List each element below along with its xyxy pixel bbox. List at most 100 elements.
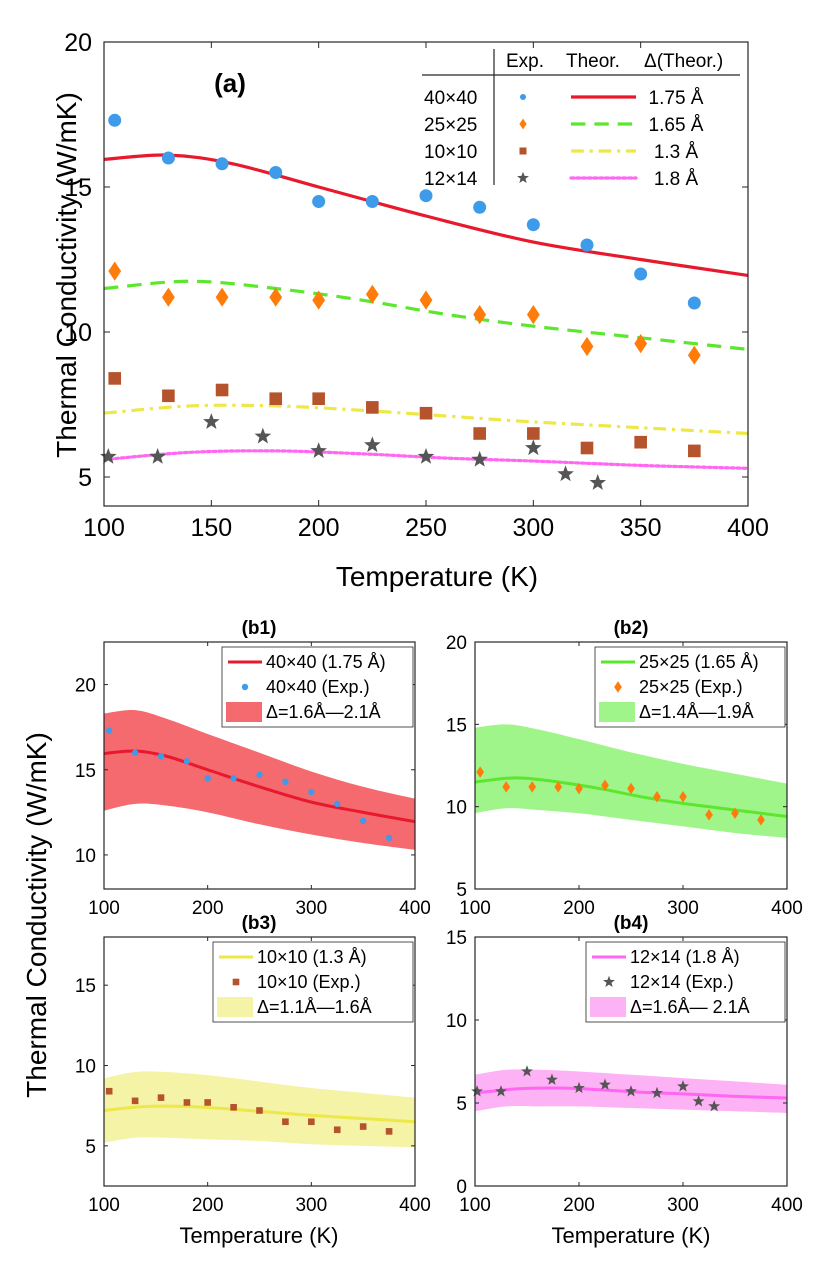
y-tick-label: 0 xyxy=(456,1177,467,1198)
legend-entry-label: Δ=1.4Å—1.9Å xyxy=(639,702,754,722)
panel-label-b1: (b1) xyxy=(242,618,277,639)
y-tick-label: 15 xyxy=(64,174,92,202)
exp-point-star xyxy=(692,1095,705,1107)
x-tick-label: 200 xyxy=(192,1195,224,1216)
legend-size-label: 40×40 xyxy=(424,88,477,109)
legend-delta-label: 1.8 Å xyxy=(654,169,699,190)
uncertainty-band xyxy=(475,724,787,838)
exp-point-circle xyxy=(687,296,701,310)
exp-point-circle xyxy=(308,788,315,796)
exp-point-square xyxy=(162,389,175,403)
y-tick-label: 15 xyxy=(446,928,467,949)
y-tick-label: 20 xyxy=(64,29,92,57)
exp-point-diamond xyxy=(757,814,765,826)
exp-point-circle xyxy=(365,195,379,208)
x-tick-label: 400 xyxy=(771,1195,803,1216)
y-tick-label: 5 xyxy=(85,1137,96,1158)
y-tick-label: 20 xyxy=(446,633,467,654)
legend-marker-sample xyxy=(603,975,615,988)
legend-size-label: 12×14 xyxy=(424,169,478,190)
x-tick-label: 400 xyxy=(727,514,769,542)
exp-point-diamond xyxy=(526,305,540,325)
exp-point-diamond xyxy=(634,334,648,354)
y-tick-label: 5 xyxy=(456,880,467,901)
exp-point-star xyxy=(573,1081,585,1094)
x-tick-label: 400 xyxy=(771,898,803,919)
uncertainty-band xyxy=(104,710,415,850)
x-axis-title-a: Temperature (K) xyxy=(336,561,538,592)
panel-label-a: (a) xyxy=(214,68,246,98)
plot-area-a xyxy=(104,42,748,506)
x-tick-label: 200 xyxy=(192,898,224,919)
exp-point-star xyxy=(525,439,542,456)
legend-delta-label: 1.3 Å xyxy=(654,142,699,163)
legend-entry-label: 40×40 (1.75 Å) xyxy=(266,652,386,672)
axes-frame-b1 xyxy=(103,641,416,890)
panel-label-b4: (b4) xyxy=(614,913,649,934)
exp-point-diamond xyxy=(679,791,687,803)
exp-point-star xyxy=(546,1073,558,1085)
legend-entry-label: 10×10 (Exp.) xyxy=(257,972,361,992)
y-tick-label: 10 xyxy=(446,1011,467,1032)
x-tick-label: 300 xyxy=(295,898,327,919)
exp-point-circle xyxy=(334,800,341,808)
exp-point-square xyxy=(333,1126,341,1134)
exp-point-diamond xyxy=(108,261,122,281)
exp-point-circle xyxy=(419,189,433,203)
exp-point-diamond xyxy=(627,782,635,795)
x-tick-label: 300 xyxy=(295,1195,327,1216)
x-tick-label: 100 xyxy=(88,898,120,919)
x-axis-title-b3: Temperature (K) xyxy=(180,1223,339,1248)
y-tick-label: 15 xyxy=(75,976,96,997)
exp-point-star xyxy=(471,1085,484,1097)
exp-point-square xyxy=(108,372,122,385)
exp-point-square xyxy=(183,1099,191,1106)
exp-point-star xyxy=(99,447,117,464)
exp-point-square xyxy=(105,1087,113,1095)
exp-point-circle xyxy=(473,200,487,214)
legend-entry-label: 40×40 (Exp.) xyxy=(266,677,370,697)
exp-point-circle xyxy=(634,267,648,281)
legend-band-sample xyxy=(590,997,626,1017)
exp-point-diamond xyxy=(705,809,713,821)
exp-point-circle xyxy=(256,771,263,779)
exp-point-circle xyxy=(230,775,237,782)
exp-point-star xyxy=(677,1080,689,1092)
y-tick-label: 15 xyxy=(75,761,96,782)
exp-point-star xyxy=(310,442,327,458)
legend-entry-label: 25×25 (1.65 Å) xyxy=(639,652,759,672)
exp-point-circle xyxy=(269,166,283,179)
y-axis-title-shared: Thermal Conductivity (W/mK) xyxy=(21,732,52,1098)
legend-entry-label: 10×10 (1.3 Å) xyxy=(257,947,367,967)
exp-point-diamond xyxy=(580,336,594,357)
exp-point-star xyxy=(521,1065,533,1077)
theory-line xyxy=(104,1104,415,1124)
x-tick-label: 300 xyxy=(512,514,554,542)
exp-point-diamond xyxy=(687,345,701,365)
legend-band-sample xyxy=(599,702,635,722)
exp-point-square xyxy=(256,1107,263,1114)
exp-point-star xyxy=(254,427,272,444)
x-tick-label: 200 xyxy=(563,898,595,919)
exp-point-circle xyxy=(108,113,122,127)
exp-point-square xyxy=(359,1123,367,1130)
x-tick-label: 100 xyxy=(83,514,125,542)
exp-point-star xyxy=(417,447,435,464)
exp-point-square xyxy=(230,1103,237,1111)
exp-point-diamond xyxy=(419,290,433,310)
legend-b4: 12×14 (1.8 Å) 12×14 (Exp.) Δ=1.6Å— 2.1Å xyxy=(585,941,786,1023)
exp-point-square xyxy=(366,401,379,414)
axes-frame-b4 xyxy=(474,936,788,1187)
exp-point-circle xyxy=(157,752,165,760)
exp-point-diamond xyxy=(269,287,283,307)
y-tick-label: 10 xyxy=(75,846,96,867)
x-tick-label: 200 xyxy=(298,514,340,542)
x-tick-label: 300 xyxy=(667,898,699,919)
legend-b1: 40×40 (1.75 Å) 40×40 (Exp.) Δ=1.6Å—2.1Å xyxy=(221,646,414,728)
exp-point-square xyxy=(634,435,647,449)
exp-point-square xyxy=(131,1097,139,1105)
exp-point-diamond xyxy=(365,284,379,304)
exp-point-circle xyxy=(385,834,393,842)
